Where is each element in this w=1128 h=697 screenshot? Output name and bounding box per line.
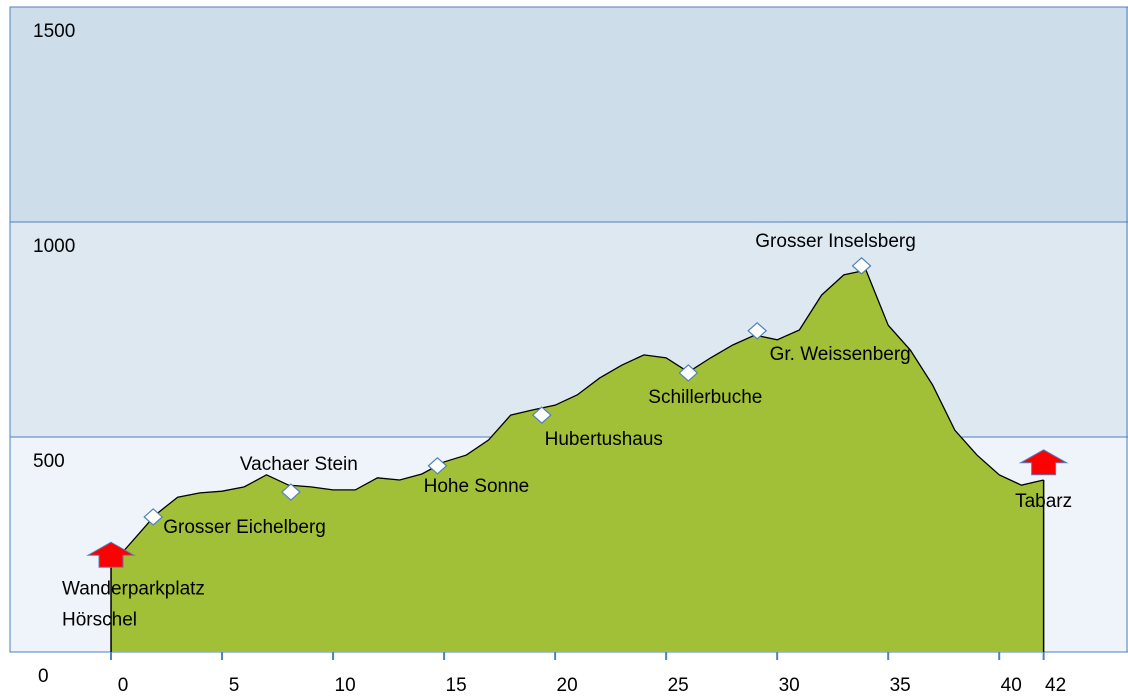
profile-line [110,269,1044,566]
endpoint-label: Wanderparkplatz [62,578,205,599]
area-fill [111,270,1044,652]
x-tick-label: 25 [668,675,689,696]
x-tick-label: 20 [557,675,578,696]
endpoint-arrow [1018,449,1069,476]
x-tick-label: 35 [890,675,911,696]
x-tick-label: 42 [1045,675,1066,696]
waypoint-marker [280,483,301,501]
y-tick-label: 0 [38,666,49,687]
x-tick-label: 5 [229,675,240,696]
waypoint-marker [531,406,552,424]
x-tick-label: 40 [1001,675,1022,696]
waypoint-label: Gr. Weissenberg [770,344,911,365]
waypoint-marker [427,457,448,475]
waypoint-label: Grosser Inselsberg [755,231,916,252]
y-tick-label: 500 [33,451,65,472]
waypoint-label: Schillerbuche [648,387,762,408]
waypoint-label: Vachaer Stein [240,454,358,475]
x-tick-label: 15 [446,675,467,696]
waypoint-label: Hohe Sonne [424,476,530,497]
waypoint-marker [747,321,768,340]
y-tick-label: 1000 [33,236,75,257]
x-tick-label: 30 [779,675,800,696]
waypoint-label: Grosser Eichelberg [163,517,326,538]
y-tick-label: 1500 [33,21,75,42]
waypoint-marker [678,364,699,382]
x-tick-label: 10 [335,675,356,696]
x-tick-label: 0 [118,675,129,696]
endpoint-label: Tabarz [1015,491,1072,512]
waypoint-marker [143,508,164,526]
endpoint-arrow [86,541,136,568]
endpoint-label: Hörschel [62,609,137,630]
waypoint-marker [851,257,872,275]
band [10,7,1128,222]
waypoint-label: Hubertushaus [545,429,663,450]
